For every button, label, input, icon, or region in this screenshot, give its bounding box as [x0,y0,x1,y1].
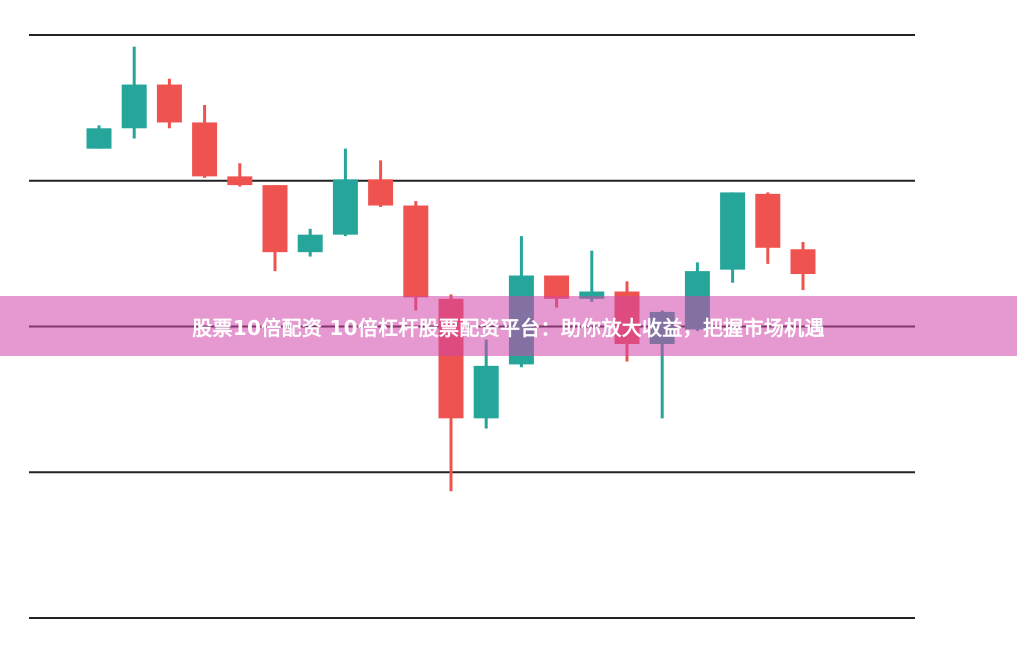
candle-body [156,84,182,123]
candle-up [720,192,746,283]
candle-body [403,205,429,298]
candle-down [227,163,253,187]
candle-body [473,365,499,419]
candle-body [192,122,218,177]
candle-body [720,192,746,270]
candle-body [368,179,394,206]
candle-up [473,339,499,429]
candle-up [121,46,147,139]
candle-down [192,104,218,178]
candle-up [332,148,358,237]
title-banner: 股票10倍配资 10倍杠杆股票配资平台：助你放大收益，把握市场机遇 [0,296,1017,356]
candle-down [790,241,816,291]
candle-down [156,78,182,129]
candle-body [755,193,781,248]
candle-body [332,179,358,235]
candle-up [579,250,605,302]
candle-down [368,160,394,207]
candle-down [262,185,288,272]
candle-up [297,228,323,257]
candle-body [121,84,147,129]
candle-body [297,234,323,253]
candle-body [86,128,112,149]
candle-body [544,275,570,299]
candle-down [403,201,429,311]
candle-body [262,185,288,253]
candle-body [579,291,605,299]
candle-body [227,176,253,186]
candle-up [86,125,112,149]
banner-text: 股票10倍配资 10倍杠杆股票配资平台：助你放大收益，把握市场机遇 [192,315,825,340]
candle-body [790,249,816,275]
candle-down [755,192,781,264]
